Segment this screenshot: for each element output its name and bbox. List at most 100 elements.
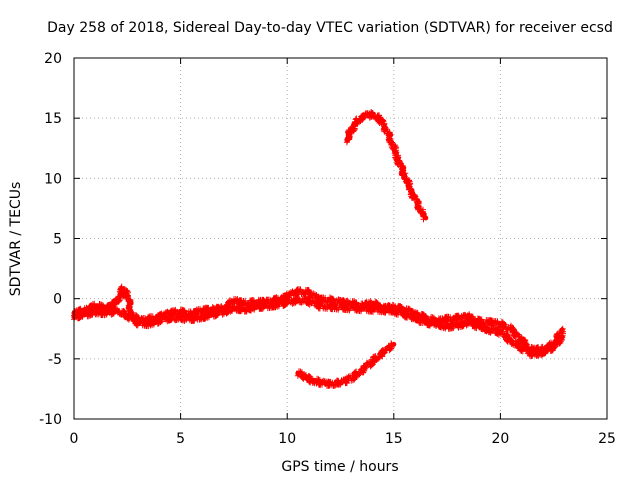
- data-point: [487, 320, 493, 326]
- y-tick-label: 10: [44, 171, 62, 187]
- data-point: [124, 292, 130, 298]
- data-point: [284, 299, 290, 305]
- y-tick-label: -10: [39, 412, 62, 428]
- data-point: [306, 298, 312, 304]
- data-series: [71, 109, 566, 389]
- y-tick-label: 20: [44, 51, 62, 67]
- y-axis-label: SDTVAR / TECUs: [8, 182, 24, 297]
- data-point: [369, 358, 375, 364]
- data-point: [231, 298, 237, 304]
- data-point: [387, 345, 393, 351]
- data-point: [382, 125, 388, 131]
- data-point: [252, 304, 258, 310]
- data-point: [378, 351, 384, 357]
- data-point: [559, 327, 565, 333]
- data-point: [508, 338, 514, 344]
- data-point: [82, 311, 88, 317]
- data-point: [188, 316, 194, 322]
- data-point: [433, 321, 439, 327]
- data-point: [114, 299, 120, 305]
- data-point: [156, 317, 162, 323]
- data-point: [487, 327, 493, 333]
- data-point: [444, 316, 450, 322]
- data-point: [355, 118, 361, 124]
- data-point: [103, 310, 109, 316]
- y-tick-label: -5: [48, 352, 62, 368]
- x-tick-label: 0: [70, 431, 79, 447]
- data-point: [295, 370, 301, 376]
- y-tick-label: 15: [44, 111, 62, 127]
- x-tick-label: 25: [598, 431, 616, 447]
- data-point: [316, 303, 322, 309]
- data-point: [301, 374, 307, 380]
- series-upper-arc: [343, 109, 429, 223]
- x-axis-label: GPS time / hours: [281, 459, 398, 475]
- plot-frame: [73, 57, 608, 420]
- chart-title: Day 258 of 2018, Sidereal Day-to-day VTE…: [47, 20, 613, 36]
- data-point: [395, 156, 401, 162]
- data-point: [508, 326, 514, 332]
- x-tick-label: 5: [176, 431, 185, 447]
- data-point: [284, 293, 290, 299]
- x-tick-label: 10: [278, 431, 296, 447]
- data-point: [391, 341, 397, 347]
- data-point: [338, 299, 343, 305]
- data-point: [401, 172, 407, 178]
- data-point: [348, 127, 354, 133]
- data-point: [120, 286, 126, 292]
- data-point: [306, 290, 312, 296]
- data-point: [92, 309, 98, 315]
- grid: [74, 58, 607, 419]
- data-point: [220, 309, 226, 315]
- data-point: [310, 377, 316, 383]
- data-point: [376, 115, 382, 121]
- x-tick-label: 20: [491, 431, 509, 447]
- data-point: [497, 321, 503, 327]
- data-point: [423, 215, 429, 221]
- data-point: [344, 137, 350, 143]
- data-point: [295, 288, 301, 294]
- data-point: [529, 351, 535, 357]
- data-point: [408, 187, 414, 193]
- data-point: [335, 380, 341, 386]
- data-point: [242, 306, 248, 312]
- data-point: [361, 113, 367, 119]
- data-point: [210, 311, 216, 317]
- data-point: [389, 139, 395, 145]
- data-point: [414, 201, 420, 207]
- data-point: [146, 321, 152, 327]
- series-lower-arc: [294, 340, 397, 389]
- data-point: [318, 380, 324, 386]
- data-point: [465, 320, 471, 326]
- data-point: [114, 308, 120, 314]
- data-point: [540, 350, 546, 356]
- series-markers: [71, 283, 566, 356]
- data-point: [274, 302, 280, 308]
- data-point: [401, 311, 407, 317]
- series-main-band-lower: [71, 294, 566, 360]
- y-tick-label: 5: [53, 232, 62, 248]
- data-point: [497, 329, 503, 335]
- data-point: [135, 320, 141, 326]
- data-point: [242, 300, 248, 306]
- data-point: [124, 313, 130, 319]
- data-point: [178, 315, 184, 321]
- data-point: [263, 303, 269, 309]
- data-point: [419, 209, 425, 215]
- data-point: [412, 315, 418, 321]
- data-point: [559, 334, 565, 340]
- data-point: [199, 314, 205, 320]
- data-point: [519, 345, 525, 351]
- data-point: [455, 315, 461, 321]
- data-point: [327, 381, 333, 387]
- data-point: [423, 320, 429, 326]
- data-point: [231, 305, 237, 311]
- y-tick-label: 0: [53, 292, 62, 308]
- data-point: [455, 322, 461, 328]
- x-tick-label: 15: [385, 431, 403, 447]
- data-point: [476, 323, 482, 329]
- data-point: [92, 303, 98, 309]
- data-point: [167, 315, 173, 321]
- data-point: [551, 344, 557, 350]
